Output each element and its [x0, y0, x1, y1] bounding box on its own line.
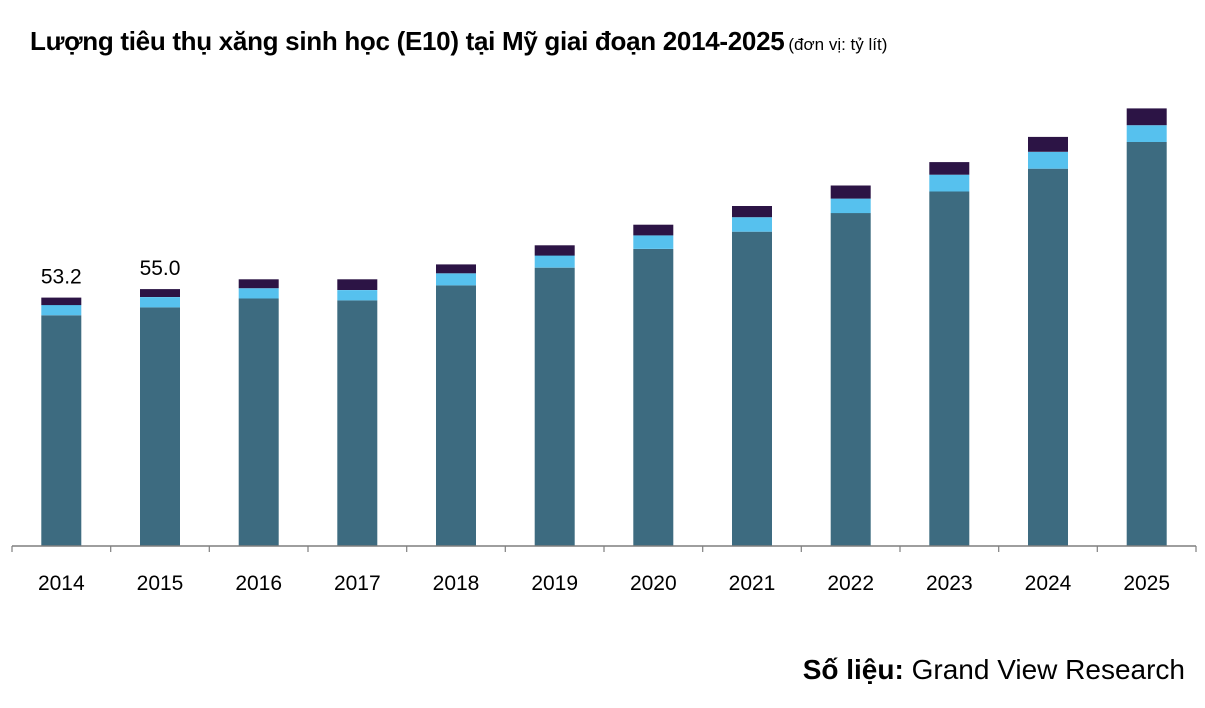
source-label: Số liệu:	[802, 654, 904, 685]
x-tick-label-2014: 2014	[38, 572, 85, 595]
bar-segment-2014-base	[41, 315, 82, 546]
bar-segment-2024-base	[1028, 168, 1068, 546]
bar-segment-2021-base	[732, 231, 772, 546]
x-tick-label-2019: 2019	[531, 572, 578, 595]
bar-segment-2019-mid	[534, 255, 575, 268]
bar-segment-2025-base	[1126, 142, 1167, 546]
bar-segment-2018-base	[436, 285, 476, 546]
bar-segment-2024-top	[1028, 136, 1068, 152]
bar-segment-2017-mid	[337, 290, 378, 301]
bar-segment-2016-top	[238, 279, 279, 289]
x-tick-label-2017: 2017	[334, 572, 381, 595]
chart-title-unit: (đơn vị: tỷ lít)	[788, 35, 888, 54]
bar-segment-2019-base	[534, 267, 575, 546]
source-value: Grand View Research	[911, 654, 1185, 685]
bar-segment-2023-top	[929, 162, 970, 175]
bar-segment-2020-base	[633, 249, 674, 546]
bar-segment-2023-base	[929, 191, 970, 546]
x-tick-label-2024: 2024	[1025, 572, 1072, 595]
chart-title-main: Lượng tiêu thụ xăng sinh học (E10) tại M…	[30, 26, 785, 56]
bar-segment-2022-base	[830, 213, 871, 546]
x-tick-label-2020: 2020	[630, 572, 677, 595]
bar-segment-2015-mid	[140, 297, 180, 308]
bar-segment-2021-mid	[732, 217, 772, 232]
x-tick-label-2015: 2015	[137, 572, 184, 595]
data-label-2014: 53.2	[41, 266, 82, 289]
x-tick-label-2021: 2021	[729, 572, 776, 595]
bar-segment-2025-top	[1126, 108, 1167, 126]
bar-segment-2020-top	[633, 224, 674, 236]
bar-segment-2017-base	[337, 300, 378, 546]
x-tick-label-2018: 2018	[433, 572, 480, 595]
x-tick-label-2025: 2025	[1123, 572, 1170, 595]
x-tick-label-2023: 2023	[926, 572, 973, 595]
x-tick-label-2016: 2016	[235, 572, 282, 595]
bar-segment-2015-base	[140, 307, 180, 546]
chart-title: Lượng tiêu thụ xăng sinh học (E10) tại M…	[30, 26, 887, 57]
bar-segment-2020-mid	[633, 235, 674, 249]
bar-segment-2017-top	[337, 279, 378, 290]
bar-segment-2018-mid	[436, 273, 476, 286]
source-note: Số liệu: Grand View Research	[803, 654, 1185, 686]
bar-segment-2022-mid	[830, 198, 871, 214]
bar-segment-2015-top	[140, 289, 180, 297]
bar-segment-2019-top	[534, 245, 575, 256]
bar-segment-2014-top	[41, 297, 82, 306]
data-label-2015: 55.0	[140, 257, 181, 280]
bar-segment-2024-mid	[1028, 151, 1068, 169]
bar-segment-2025-mid	[1126, 125, 1167, 142]
bar-segment-2023-mid	[929, 174, 970, 192]
bar-segment-2021-top	[732, 206, 772, 218]
x-tick-label-2022: 2022	[827, 572, 874, 595]
bar-segment-2022-top	[830, 185, 871, 199]
bar-segment-2016-base	[238, 298, 279, 546]
bar-segment-2016-mid	[238, 288, 279, 299]
bar-segment-2014-mid	[41, 305, 82, 316]
bar-segment-2018-top	[436, 264, 476, 274]
